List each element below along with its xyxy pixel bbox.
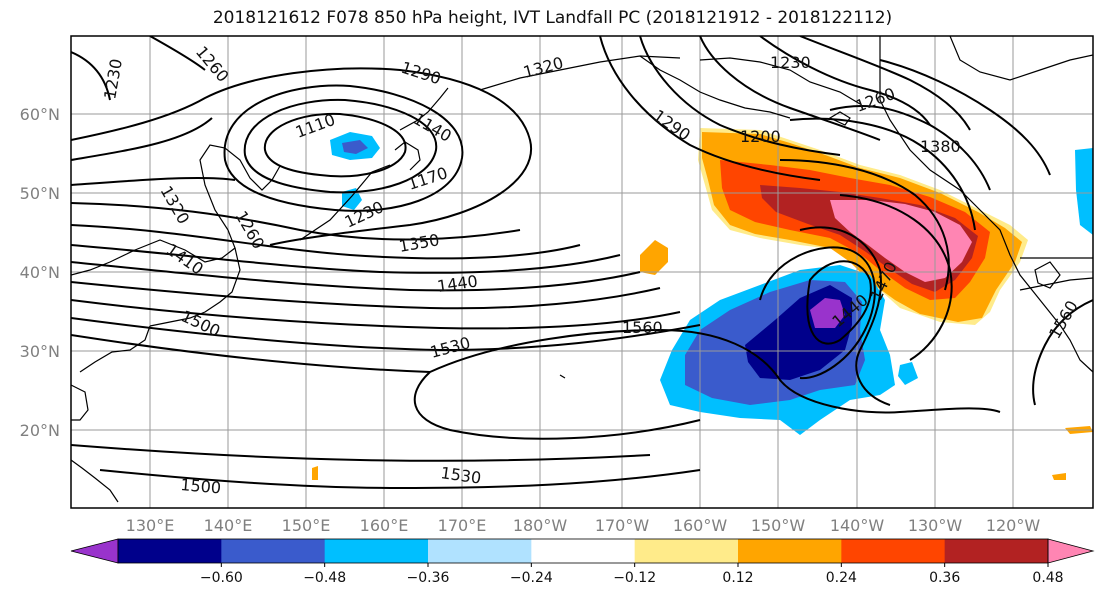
- colorbar-tick-label: −0.48: [303, 570, 346, 586]
- lat-label: 40°N: [20, 263, 60, 282]
- lon-label: 120°W: [986, 516, 1041, 535]
- contour-label: 1380: [920, 137, 961, 156]
- colorbar-tick-label: 0.48: [1032, 570, 1063, 586]
- lon-label: 140°W: [830, 516, 885, 535]
- colorbar-segment: [531, 539, 636, 563]
- latitude-labels: 60°N 50°N 40°N 30°N 20°N: [20, 105, 60, 440]
- lon-label: 170°W: [595, 516, 650, 535]
- colorbar-segment: [944, 539, 1049, 563]
- contour-label: 1500: [180, 475, 222, 497]
- lon-label: 180°W: [513, 516, 568, 535]
- lat-label: 20°N: [20, 421, 60, 440]
- colorbar-extend-high: [1047, 538, 1095, 564]
- colorbar-segment: [324, 539, 429, 563]
- colorbar-tick-label: −0.12: [613, 570, 656, 586]
- lat-label: 30°N: [20, 342, 60, 361]
- colorbar-segment: [841, 539, 946, 563]
- colorbar-segment: [738, 539, 842, 563]
- lat-label: 50°N: [20, 184, 60, 203]
- colorbar-tick-label: 0.36: [929, 570, 960, 586]
- colorbar-tick-label: 0.24: [826, 570, 857, 586]
- colorbar: −0.60 −0.48 −0.36 −0.24 −0.12 0.12 0.24 0.36 0.4…: [70, 538, 1095, 586]
- colorbar-segment: [428, 539, 532, 563]
- colorbar-segment: [221, 539, 326, 563]
- contour-label: 1200: [740, 127, 781, 146]
- lon-label: 150°W: [751, 516, 806, 535]
- colorbar-segment: [118, 539, 222, 563]
- longitude-labels: 130°E 140°E 150°E 160°E 170°E 180°W 170°…: [126, 516, 1041, 535]
- lon-label: 150°E: [282, 516, 331, 535]
- map-title: 2018121612 F078 850 hPa height, IVT Land…: [212, 8, 893, 28]
- height-contours: [71, 36, 1093, 490]
- map-frame: [70, 35, 1094, 509]
- lon-label: 130°W: [908, 516, 963, 535]
- colorbar-frame: [117, 538, 1049, 564]
- lon-label: 160°E: [360, 516, 409, 535]
- lon-label: 140°E: [204, 516, 253, 535]
- colorbar-extend-low: [70, 538, 119, 564]
- contour-label: 1560: [622, 318, 663, 337]
- colorbar-tick-label: 0.12: [722, 570, 753, 586]
- lon-label: 130°E: [126, 516, 175, 535]
- lat-label: 60°N: [20, 105, 60, 124]
- contour-label: 1230: [770, 53, 811, 72]
- lon-label: 170°E: [438, 516, 487, 535]
- colorbar-tick-label: −0.36: [407, 570, 450, 586]
- lon-label: 160°W: [673, 516, 728, 535]
- colorbar-segment: [634, 539, 739, 563]
- contour-labels: 1230 1290 1320 1230 1260 1290 1200 1380 …: [100, 42, 1082, 497]
- colorbar-tick-label: −0.24: [510, 570, 553, 586]
- colorbar-tick-label: −0.60: [200, 570, 243, 586]
